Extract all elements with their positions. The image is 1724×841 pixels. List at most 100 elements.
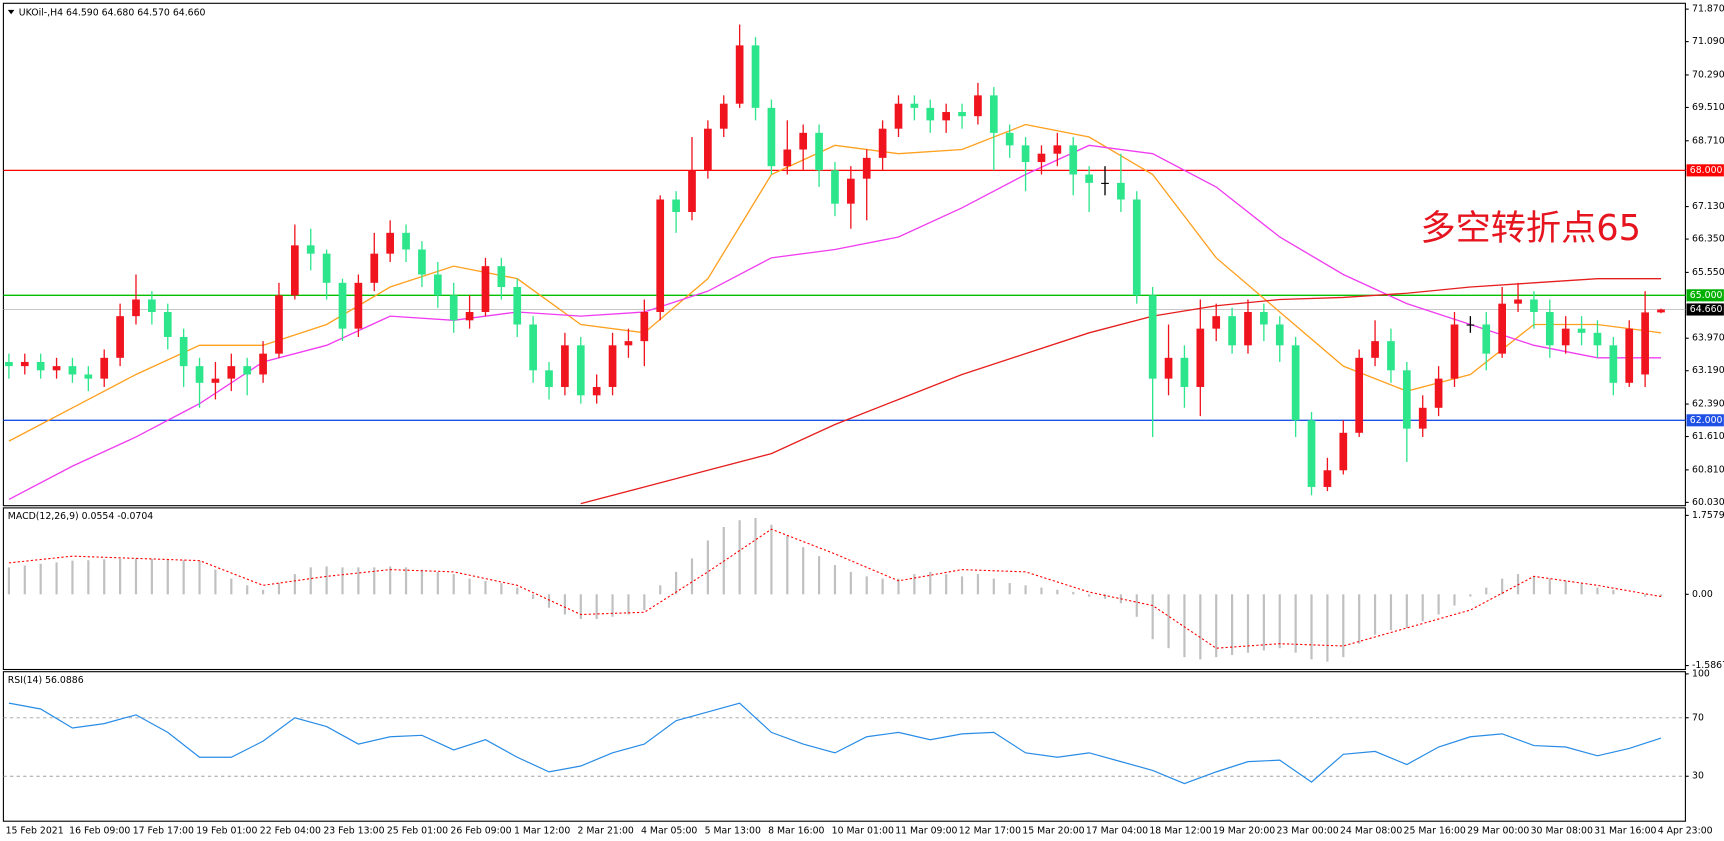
candle-body xyxy=(1260,311,1268,325)
y-tick-label: 0.00 xyxy=(1692,589,1713,600)
x-tick-label: 17 Mar 04:00 xyxy=(1086,826,1148,837)
y-tick-label: 100 xyxy=(1692,668,1710,679)
x-tick-label: 22 Feb 04:00 xyxy=(260,826,321,837)
candle-body xyxy=(704,128,712,171)
candle-body xyxy=(561,345,569,387)
candle-body xyxy=(211,378,220,383)
candle-body xyxy=(1561,328,1570,346)
candle-body xyxy=(1021,145,1030,163)
candle-body xyxy=(1323,470,1332,487)
x-tick-label: 8 Mar 16:00 xyxy=(768,826,824,837)
x-tick-label: 10 Mar 01:00 xyxy=(832,826,894,837)
candle-body xyxy=(783,149,792,167)
candle-body xyxy=(1196,328,1205,387)
level-label: 64.660 xyxy=(1690,304,1723,315)
x-tick-label: 25 Mar 16:00 xyxy=(1404,826,1466,837)
x-tick-label: 4 Apr 23:00 xyxy=(1658,826,1713,837)
candle-body xyxy=(354,282,363,329)
y-tick-label: 60.810 xyxy=(1692,464,1724,475)
candle-body xyxy=(1545,311,1554,346)
candle-body xyxy=(1355,357,1364,433)
candle-body xyxy=(84,374,93,379)
candle-body xyxy=(1593,332,1602,346)
macd-title: MACD(12,26,9) 0.0554 -0.0704 xyxy=(8,511,153,522)
y-tick-label: 60.030 xyxy=(1692,497,1724,508)
candle-body xyxy=(1148,295,1157,379)
level-label: 68.000 xyxy=(1690,165,1723,176)
candle-body xyxy=(449,295,458,321)
candle-body xyxy=(1307,420,1316,487)
candle-body xyxy=(1514,299,1522,304)
candle-body xyxy=(1275,324,1284,346)
level-label-bg xyxy=(1686,289,1724,302)
x-tick-label: 19 Feb 01:00 xyxy=(196,826,257,837)
candle-body xyxy=(68,366,77,375)
candle-body xyxy=(1530,299,1538,312)
y-tick-label: 30 xyxy=(1692,771,1704,782)
rsi-panel xyxy=(2,671,1686,822)
candle-body xyxy=(418,249,426,275)
level-label-bg xyxy=(1686,414,1724,427)
y-tick-label: 63.190 xyxy=(1692,365,1724,376)
candle-body xyxy=(1466,324,1475,326)
candle-body xyxy=(688,170,696,213)
x-tick-label: 17 Feb 17:00 xyxy=(133,826,194,837)
moving-average xyxy=(8,123,1662,442)
candle-body xyxy=(433,274,442,296)
moving-average xyxy=(580,278,1662,505)
y-tick-label: 71.090 xyxy=(1692,36,1724,47)
candle-body xyxy=(1387,341,1395,371)
candle-body xyxy=(576,345,585,396)
candle-body xyxy=(116,316,124,358)
candle-body xyxy=(767,107,776,167)
level-label: 62.000 xyxy=(1690,415,1723,426)
x-tick-label: 29 Mar 00:00 xyxy=(1467,826,1529,837)
candle-body xyxy=(1450,324,1459,379)
rsi-title: RSI(14) 56.0886 xyxy=(8,675,84,686)
candle-body xyxy=(1482,324,1491,354)
candle-body xyxy=(926,107,935,121)
y-tick-label: 65.550 xyxy=(1692,267,1724,278)
candle-body xyxy=(1339,432,1348,471)
candle-body xyxy=(831,170,839,204)
y-tick-label: 67.130 xyxy=(1692,201,1724,212)
candle-body xyxy=(1117,182,1125,200)
candle-body xyxy=(1180,357,1189,387)
candle-body xyxy=(1625,328,1634,383)
candle-body xyxy=(20,361,29,367)
candle-body xyxy=(1291,345,1300,421)
level-label: 65.000 xyxy=(1690,290,1723,301)
candle-body xyxy=(1609,345,1618,383)
candle-body xyxy=(1085,174,1093,183)
x-tick-label: 11 Mar 09:00 xyxy=(895,826,957,837)
candle-body xyxy=(52,366,61,371)
candle-body xyxy=(1132,199,1141,296)
y-tick-label: 70 xyxy=(1692,712,1704,723)
candle-body xyxy=(1434,378,1443,408)
y-tick-label: 69.510 xyxy=(1692,102,1724,113)
candle-body xyxy=(1101,182,1109,184)
candle-body xyxy=(942,112,951,121)
candle-body xyxy=(1577,328,1586,333)
candle-body xyxy=(910,103,919,108)
candle-body xyxy=(513,286,522,325)
level-label-bg xyxy=(1686,303,1724,316)
x-tick-label: 24 Mar 08:00 xyxy=(1340,826,1402,837)
candle-body xyxy=(1657,309,1665,313)
candle-body xyxy=(624,341,633,346)
candle-body xyxy=(1005,132,1014,146)
y-tick-label: 70.290 xyxy=(1692,69,1724,80)
candle-body xyxy=(735,45,744,104)
candle-body xyxy=(306,245,315,254)
candle-body xyxy=(958,112,966,117)
candle-body xyxy=(370,253,379,283)
candle-body xyxy=(1212,316,1221,329)
candle-body xyxy=(751,45,760,108)
candle-body xyxy=(1069,145,1078,175)
candle-body xyxy=(100,357,109,379)
candle-body xyxy=(243,366,252,375)
candle-body xyxy=(640,311,649,342)
x-tick-label: 16 Feb 09:00 xyxy=(69,826,130,837)
price-panel xyxy=(2,2,1686,507)
